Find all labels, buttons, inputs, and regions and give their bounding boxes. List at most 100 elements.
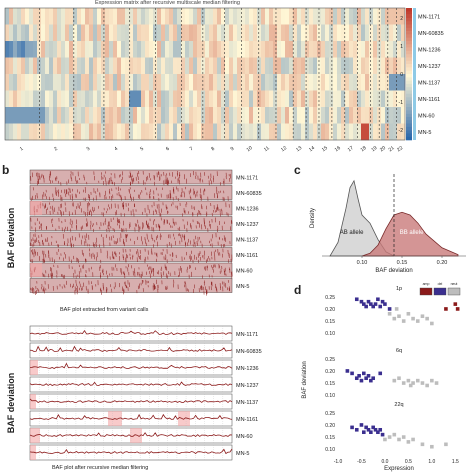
sample-label: MN-1236	[418, 47, 441, 53]
heatmap-cell	[261, 74, 266, 91]
heatmap-cell	[145, 90, 150, 108]
heatmap-cell	[349, 74, 354, 91]
scatter-point	[392, 378, 397, 383]
heatmap-cell	[149, 8, 154, 25]
heatmap-cell	[261, 123, 266, 141]
heatmap-cell	[105, 123, 110, 141]
heatmap-cell	[181, 8, 186, 25]
colorbar-step	[406, 57, 412, 62]
heatmap-cell	[221, 8, 226, 25]
heatmap-cell	[265, 74, 270, 91]
scatter-point	[397, 437, 401, 442]
heatmap-cell	[401, 57, 406, 75]
heatmap-cell	[129, 123, 134, 141]
heatmap-cell	[161, 107, 166, 124]
heatmap-cell	[193, 41, 198, 58]
heatmap-cell	[389, 57, 394, 75]
baf-raw-density	[30, 232, 232, 246]
heatmap-cell	[157, 74, 162, 91]
heatmap-cell	[77, 123, 82, 141]
heatmap-cell	[189, 57, 194, 75]
heatmap-cell	[273, 74, 278, 91]
heatmap-cell	[185, 74, 190, 91]
heatmap-cell	[297, 57, 302, 75]
heatmap-cell	[245, 107, 250, 124]
heatmap-cell	[25, 107, 30, 124]
heatmap-cell	[213, 107, 218, 124]
heatmap-cell	[157, 107, 162, 124]
baf-raw-highlight	[30, 263, 42, 277]
heatmap-cell	[149, 24, 154, 42]
heatmap-cell	[297, 90, 302, 108]
heatmap-cell	[85, 74, 90, 91]
colorbar-step	[406, 87, 412, 91]
heatmap-cell	[105, 8, 110, 25]
scatter-facets: amp del neut 1p 0.25 0.20 0.15 0.10 6q 0.25 0.20 0.…	[302, 282, 461, 472]
heatmap-cell	[153, 41, 158, 58]
heatmap-cell	[161, 41, 166, 58]
heatmap-cell	[345, 74, 350, 91]
heatmap-cell	[221, 24, 226, 42]
heatmap-cell	[9, 57, 14, 75]
heatmap-cell	[213, 24, 218, 42]
heatmap-cell	[93, 123, 98, 141]
heatmap-cell	[129, 90, 134, 108]
heatmap-cell	[209, 8, 214, 25]
heatmap-cell	[121, 74, 126, 91]
facet-y-tick-label: 0.25	[325, 357, 335, 363]
heatmap-cell	[21, 8, 26, 25]
heatmap-cell	[253, 74, 258, 91]
heatmap-cell	[13, 41, 18, 58]
heatmap-cell	[17, 57, 22, 75]
baf-filtered-sample-label: MN-1137	[236, 400, 258, 406]
heatmap-cell	[277, 8, 282, 25]
heatmap-cell	[233, 24, 238, 42]
heatmap-cell	[73, 41, 78, 58]
scatter-point	[397, 314, 401, 319]
heatmap-cell	[13, 74, 18, 91]
heatmap-cell	[17, 8, 22, 25]
heatmap-cell	[241, 57, 246, 75]
scatter-point	[415, 378, 420, 383]
chromosome-label: 5	[139, 146, 145, 153]
heatmap-cell	[113, 24, 118, 42]
heatmap-cell	[233, 123, 238, 141]
scatter-point	[376, 430, 380, 435]
heatmap-cell	[333, 90, 338, 108]
heatmap-cell	[293, 8, 298, 25]
heatmap-cell	[269, 57, 274, 75]
chromosome-label: 14	[308, 145, 316, 153]
legend-swatch	[447, 287, 461, 296]
heatmap-cell	[105, 57, 110, 75]
heatmap-cell	[373, 41, 378, 58]
colorbar-step	[406, 50, 412, 55]
heatmap-cell	[85, 41, 90, 58]
colorbar-step	[406, 90, 412, 95]
heatmap-cell	[209, 57, 214, 75]
heatmap-cell	[145, 41, 150, 58]
scatter-point	[406, 311, 411, 316]
heatmap-cell	[109, 24, 114, 42]
scatter-point	[387, 307, 392, 311]
heatmap-cell	[53, 107, 58, 124]
scatter-point	[411, 316, 415, 321]
heatmap-cell	[401, 90, 406, 108]
heatmap-cell	[385, 24, 390, 42]
heatmap-cell	[365, 57, 370, 75]
heatmap-cell	[153, 90, 158, 108]
heatmap-cell	[281, 24, 286, 42]
heatmap-cell	[217, 123, 222, 141]
heatmap-cell	[197, 123, 202, 141]
chromosome-label: 10	[246, 145, 254, 153]
heatmap-cell	[357, 123, 362, 141]
scatter-point	[371, 304, 375, 309]
baf-filtered-line	[29, 345, 233, 352]
heatmap-cell	[241, 123, 246, 141]
scatter-point	[380, 432, 385, 437]
heatmap-cell	[137, 8, 142, 25]
heatmap-cell	[65, 107, 70, 124]
heatmap-cell	[201, 123, 206, 141]
heatmap-cell	[301, 41, 306, 58]
heatmap-cell	[389, 41, 394, 58]
heatmap-cell	[365, 41, 370, 58]
